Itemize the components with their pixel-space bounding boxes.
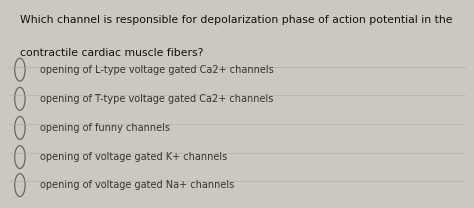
Text: Which channel is responsible for depolarization phase of action potential in the: Which channel is responsible for depolar… (20, 15, 452, 25)
Text: opening of voltage gated K+ channels: opening of voltage gated K+ channels (40, 152, 228, 162)
Text: opening of voltage gated Na+ channels: opening of voltage gated Na+ channels (40, 180, 235, 190)
Text: contractile cardiac muscle fibers?: contractile cardiac muscle fibers? (20, 48, 203, 58)
Text: opening of L-type voltage gated Ca2+ channels: opening of L-type voltage gated Ca2+ cha… (40, 65, 274, 75)
Text: opening of T-type voltage gated Ca2+ channels: opening of T-type voltage gated Ca2+ cha… (40, 94, 273, 104)
Text: opening of funny channels: opening of funny channels (40, 123, 170, 133)
